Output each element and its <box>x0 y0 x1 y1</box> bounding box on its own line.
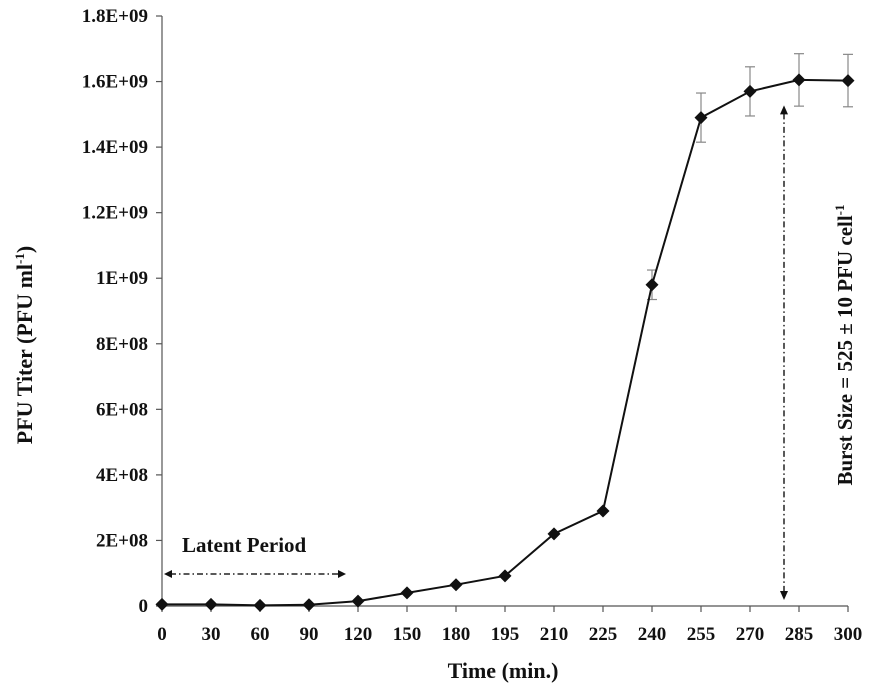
y-axis-title-superscript: -1 <box>12 253 27 264</box>
data-point-marker <box>694 111 708 125</box>
data-point-marker <box>498 569 512 583</box>
y-tick-label: 1.8E+09 <box>82 6 148 27</box>
y-axis-ticks: 0 2E+08 4E+08 6E+08 8E+08 1E+09 1.2E+09 1.4E+09… <box>82 6 162 617</box>
data-point-marker <box>596 504 610 518</box>
x-tick-label: 90 <box>300 624 319 645</box>
y-tick-label: 4E+08 <box>96 465 148 486</box>
x-tick-label: 240 <box>638 624 667 645</box>
y-tick-label: 6E+08 <box>96 399 148 420</box>
latent-period-arrowhead-left <box>164 570 172 578</box>
x-tick-label: 0 <box>157 624 167 645</box>
x-tick-label: 60 <box>251 624 270 645</box>
data-point-marker <box>449 578 463 592</box>
x-axis-title: Time (min.) <box>448 658 559 683</box>
x-tick-label: 195 <box>491 624 520 645</box>
x-tick-label: 120 <box>344 624 373 645</box>
data-point-marker <box>547 527 561 541</box>
x-tick-label: 210 <box>540 624 569 645</box>
x-tick-label: 180 <box>442 624 471 645</box>
data-point-marker <box>351 594 365 608</box>
x-tick-label: 285 <box>785 624 814 645</box>
data-point-marker <box>155 597 169 611</box>
x-tick-label: 255 <box>687 624 716 645</box>
y-tick-label: 8E+08 <box>96 334 148 355</box>
y-axis-title-main: PFU Titer (PFU ml <box>12 264 37 444</box>
latent-period-arrowhead-right <box>338 570 346 578</box>
y-tick-label: 1.4E+09 <box>82 137 148 158</box>
burst-size-text: Burst Size = 525 ± 10 PFU cell <box>833 215 857 485</box>
y-axis-title: PFU Titer (PFU ml-1) <box>12 246 37 444</box>
burst-size-arrowhead-top <box>780 105 788 115</box>
data-point-marker <box>792 73 806 87</box>
burst-size-label: Burst Size = 525 ± 10 PFU cell-1 <box>832 204 857 485</box>
x-tick-label: 30 <box>202 624 221 645</box>
data-point-marker <box>204 597 218 611</box>
x-tick-label: 225 <box>589 624 618 645</box>
data-point-marker <box>400 586 414 600</box>
x-axis-ticks: 0 30 60 90 120 150 180 195 210 225 240 255 270 285 300 <box>157 606 862 645</box>
y-tick-label: 1E+09 <box>96 268 148 289</box>
data-point-marker <box>743 84 757 98</box>
burst-size-arrowhead-bottom <box>780 591 788 600</box>
series-line <box>162 78 849 607</box>
data-points <box>155 73 855 612</box>
data-point-marker <box>302 598 316 612</box>
burst-size-superscript: -1 <box>832 204 847 215</box>
data-point-marker <box>645 278 659 292</box>
y-tick-label: 1.6E+09 <box>82 72 148 93</box>
y-axis-title-close: ) <box>12 246 37 253</box>
data-point-marker <box>253 598 267 612</box>
latent-period-label: Latent Period <box>182 533 307 557</box>
y-tick-label: 0 <box>139 596 149 617</box>
y-tick-label: 2E+08 <box>96 530 148 551</box>
x-tick-label: 150 <box>393 624 422 645</box>
x-tick-label: 270 <box>736 624 765 645</box>
y-tick-label: 1.2E+09 <box>82 203 148 224</box>
data-point-marker <box>841 74 855 88</box>
x-tick-label: 300 <box>834 624 863 645</box>
